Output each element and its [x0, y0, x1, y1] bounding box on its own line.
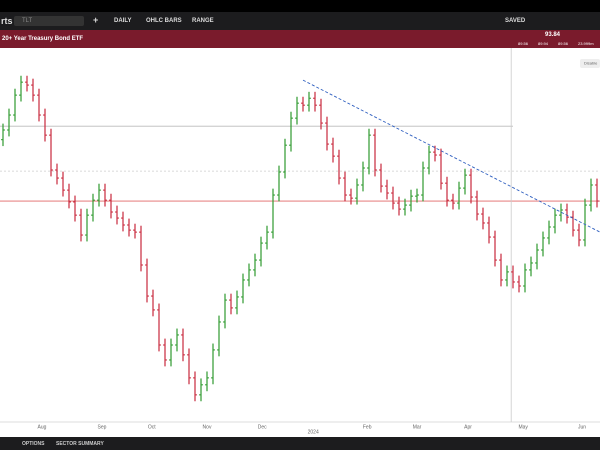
stat: 23.999m	[578, 41, 594, 46]
x-tick-label: Oct	[148, 424, 156, 430]
year-label: 2024	[308, 429, 319, 435]
x-axis-background	[0, 422, 600, 437]
stat: 89.94	[538, 41, 549, 46]
chart: Aug Sep Oct Nov Dec Feb Mar Apr May Jun 2024 Disabl…	[0, 48, 600, 437]
last-price: 93.84	[545, 32, 561, 38]
interval-button[interactable]: DAILY	[114, 18, 132, 24]
saved-button[interactable]: SAVED	[505, 18, 526, 24]
footer-tab[interactable]: SECTOR SUMMARY	[56, 441, 104, 447]
x-tick-label: Aug	[38, 424, 47, 430]
footer-tab[interactable]: OPTIONS	[22, 441, 45, 447]
add-button[interactable]: +	[93, 15, 99, 25]
disable-label[interactable]: Disable	[584, 61, 598, 66]
style-button[interactable]: OHLC BARS	[146, 18, 182, 24]
stat: 89.56	[558, 41, 569, 46]
toolbar: rts TLT + DAILY OHLC BARS RANGE SAVED	[0, 12, 600, 30]
range-button[interactable]: RANGE	[192, 18, 214, 24]
symbol-bar: 20+ Year Treasury Bond ETF 93.84 89.56 8…	[0, 30, 600, 48]
x-tick-label: Apr	[464, 424, 472, 430]
search-text[interactable]: TLT	[22, 18, 33, 24]
x-tick-label: Jun	[578, 424, 586, 430]
disable-button[interactable]	[580, 59, 600, 68]
x-tick-label: Sep	[98, 424, 107, 430]
stat: 89.56	[518, 41, 529, 46]
chart-title: 20+ Year Treasury Bond ETF	[2, 36, 84, 42]
x-tick-label: Dec	[258, 424, 267, 430]
x-tick-label: May	[518, 424, 528, 430]
trend-line	[302, 79, 600, 233]
search-box[interactable]: TLT	[14, 16, 84, 26]
footer: OPTIONS SECTOR SUMMARY	[0, 437, 600, 450]
x-tick-label: Feb	[363, 424, 372, 430]
x-tick-label: Nov	[203, 424, 212, 430]
x-tick-label: Mar	[413, 424, 422, 430]
chart-background	[0, 48, 600, 437]
brand: rts	[1, 16, 13, 26]
